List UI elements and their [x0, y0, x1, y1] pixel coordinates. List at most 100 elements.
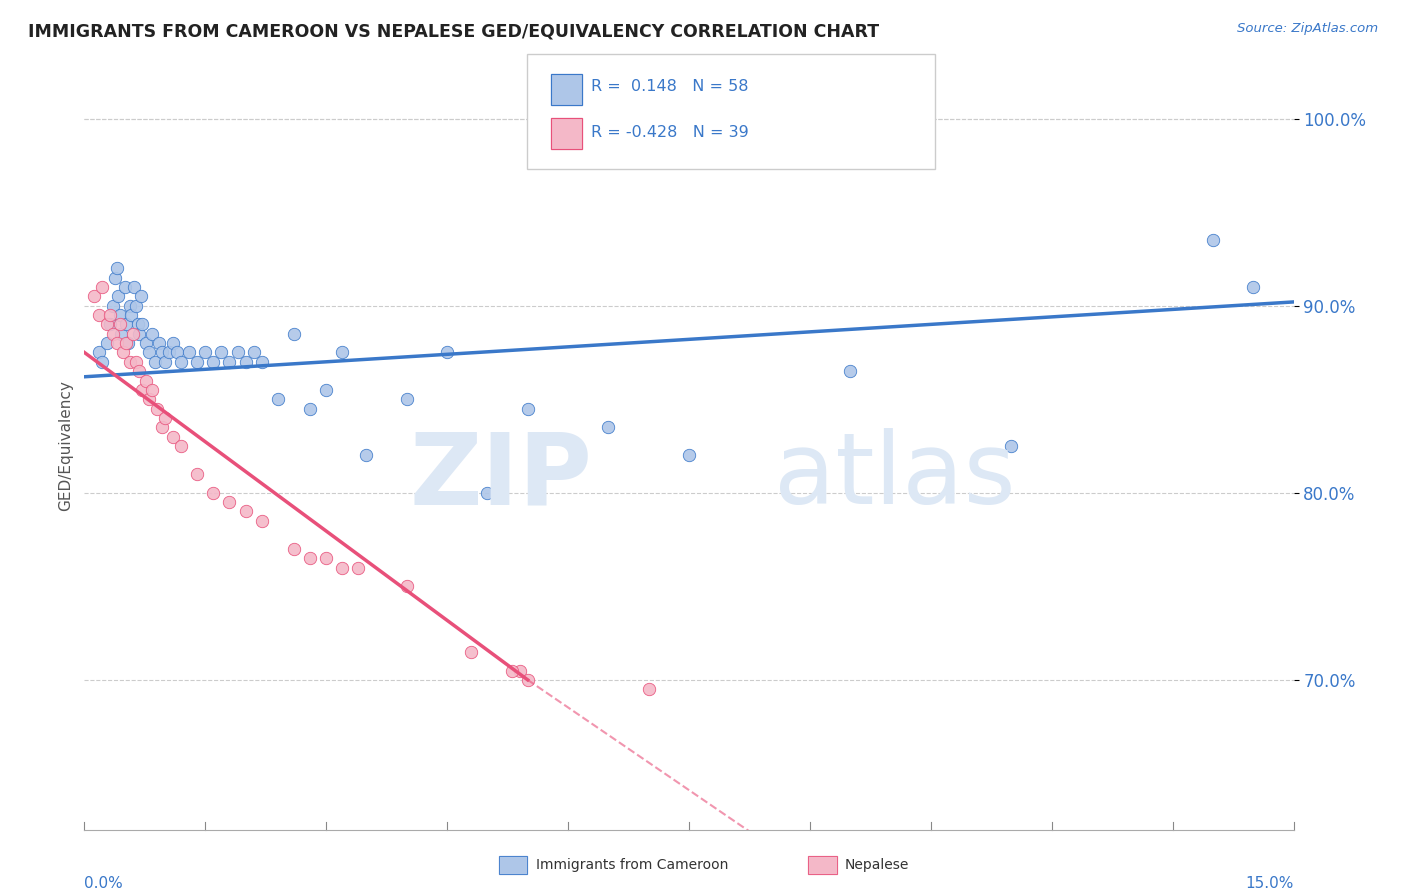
- Point: [179, 345, 201, 359]
- Point: [143, 355, 166, 369]
- Point: [637, 682, 659, 697]
- Point: [1241, 280, 1264, 294]
- Point: [115, 336, 138, 351]
- Text: ZIP: ZIP: [409, 428, 592, 525]
- Point: [141, 326, 163, 341]
- Point: [299, 401, 322, 416]
- Point: [117, 336, 139, 351]
- Point: [118, 355, 141, 369]
- Point: [96, 318, 118, 332]
- Point: [128, 364, 150, 378]
- Point: [98, 318, 121, 332]
- Point: [202, 485, 225, 500]
- Point: [135, 336, 157, 351]
- Point: [104, 270, 127, 285]
- Point: [202, 355, 225, 369]
- Point: [839, 364, 862, 378]
- Point: [105, 336, 128, 351]
- Point: [124, 280, 146, 294]
- Point: [103, 299, 125, 313]
- Point: [107, 289, 129, 303]
- Point: [125, 299, 148, 313]
- Point: [235, 355, 257, 369]
- Point: [157, 345, 180, 359]
- Point: [110, 326, 132, 341]
- Point: [150, 420, 173, 434]
- Text: R =  0.148   N = 58: R = 0.148 N = 58: [591, 79, 748, 94]
- Point: [166, 345, 188, 359]
- Point: [186, 467, 208, 481]
- Point: [330, 345, 353, 359]
- Point: [1202, 233, 1225, 247]
- Point: [315, 383, 337, 397]
- Point: [127, 318, 149, 332]
- Point: [105, 261, 128, 276]
- Text: atlas: atlas: [773, 428, 1015, 525]
- Point: [194, 345, 217, 359]
- Point: [267, 392, 290, 407]
- Point: [120, 308, 142, 322]
- Point: [218, 355, 240, 369]
- Point: [141, 383, 163, 397]
- Point: [103, 326, 125, 341]
- Point: [315, 551, 337, 566]
- Point: [129, 289, 152, 303]
- Point: [678, 448, 700, 462]
- Point: [242, 345, 264, 359]
- Point: [218, 495, 240, 509]
- Point: [235, 504, 257, 518]
- Point: [501, 664, 523, 678]
- Point: [148, 336, 170, 351]
- Text: Immigrants from Cameroon: Immigrants from Cameroon: [536, 858, 728, 872]
- Point: [114, 280, 136, 294]
- Point: [96, 336, 118, 351]
- Point: [460, 645, 482, 659]
- Point: [131, 383, 153, 397]
- Text: IMMIGRANTS FROM CAMEROON VS NEPALESE GED/EQUIVALENCY CORRELATION CHART: IMMIGRANTS FROM CAMEROON VS NEPALESE GED…: [28, 22, 879, 40]
- Point: [162, 430, 184, 444]
- Point: [395, 392, 418, 407]
- Point: [477, 485, 499, 500]
- Point: [299, 551, 322, 566]
- Point: [509, 664, 531, 678]
- Point: [138, 392, 160, 407]
- Point: [250, 355, 273, 369]
- Point: [108, 318, 131, 332]
- Point: [150, 345, 173, 359]
- Point: [118, 299, 141, 313]
- Point: [115, 318, 138, 332]
- Point: [330, 560, 353, 574]
- Point: [516, 673, 538, 687]
- Point: [598, 420, 620, 434]
- Point: [98, 308, 121, 322]
- Point: [250, 514, 273, 528]
- Point: [436, 345, 458, 359]
- Point: [83, 289, 105, 303]
- Text: R = -0.428   N = 39: R = -0.428 N = 39: [591, 125, 748, 139]
- Text: Source: ZipAtlas.com: Source: ZipAtlas.com: [1237, 22, 1378, 36]
- Point: [112, 345, 135, 359]
- Y-axis label: GED/Equivalency: GED/Equivalency: [58, 381, 73, 511]
- Point: [170, 439, 193, 453]
- Point: [135, 374, 157, 388]
- Point: [209, 345, 232, 359]
- Point: [125, 355, 148, 369]
- Text: 15.0%: 15.0%: [1246, 876, 1294, 891]
- Point: [283, 541, 305, 556]
- Point: [87, 345, 110, 359]
- Point: [87, 308, 110, 322]
- Point: [108, 308, 131, 322]
- Point: [128, 326, 150, 341]
- Point: [1000, 439, 1022, 453]
- Point: [153, 355, 176, 369]
- Point: [162, 336, 184, 351]
- Point: [121, 326, 143, 341]
- Point: [91, 355, 114, 369]
- Point: [146, 401, 169, 416]
- Point: [153, 411, 176, 425]
- Point: [170, 355, 193, 369]
- Text: 0.0%: 0.0%: [84, 876, 124, 891]
- Point: [186, 355, 208, 369]
- Point: [283, 326, 305, 341]
- Point: [356, 448, 378, 462]
